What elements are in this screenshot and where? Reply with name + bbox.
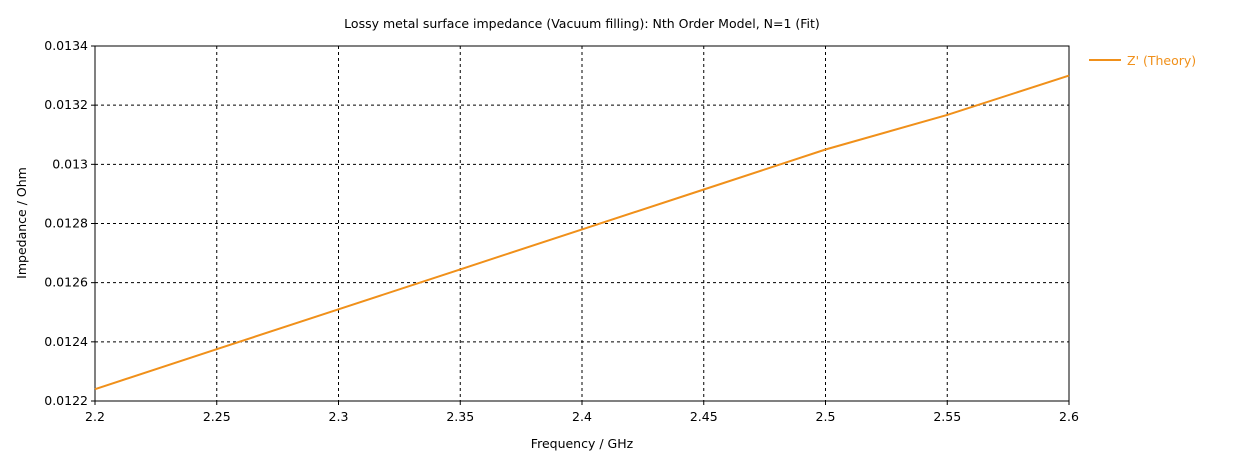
y-tick-label: 0.0122 (44, 393, 88, 408)
y-tick-label: 0.0132 (44, 97, 88, 112)
x-tick-label: 2.2 (85, 409, 105, 424)
series-group (94, 74, 1070, 391)
y-axis-label: Impedance / Ohm (14, 167, 29, 279)
x-tick-label: 2.5 (816, 409, 836, 424)
y-tick-label: 0.0124 (44, 334, 88, 349)
x-tick-label: 2.6 (1059, 409, 1079, 424)
legend: Z' (Theory) (1089, 53, 1196, 68)
series-line (94, 74, 1070, 391)
x-tick-label: 2.55 (933, 409, 961, 424)
y-tick-label: 0.0134 (44, 38, 88, 53)
x-axis-label: Frequency / GHz (531, 436, 634, 451)
x-tick-label: 2.4 (572, 409, 592, 424)
y-tick-label: 0.0126 (44, 275, 88, 290)
x-axis: 2.2 2.25 2.3 2.35 2.4 2.45 2.5 2.55 2.6 (85, 401, 1079, 424)
x-tick-label: 2.25 (203, 409, 231, 424)
grid (95, 46, 1069, 401)
x-tick-label: 2.3 (329, 409, 349, 424)
y-tick-label: 0.013 (52, 156, 88, 171)
x-tick-label: 2.45 (690, 409, 718, 424)
y-axis: 0.0122 0.0124 0.0126 0.0128 0.013 0.0132 0.013… (44, 38, 95, 408)
y-tick-label: 0.0128 (44, 216, 88, 231)
legend-label: Z' (Theory) (1127, 53, 1196, 68)
x-tick-label: 2.35 (446, 409, 474, 424)
chart-title: Lossy metal surface impedance (Vacuum fi… (344, 16, 820, 31)
